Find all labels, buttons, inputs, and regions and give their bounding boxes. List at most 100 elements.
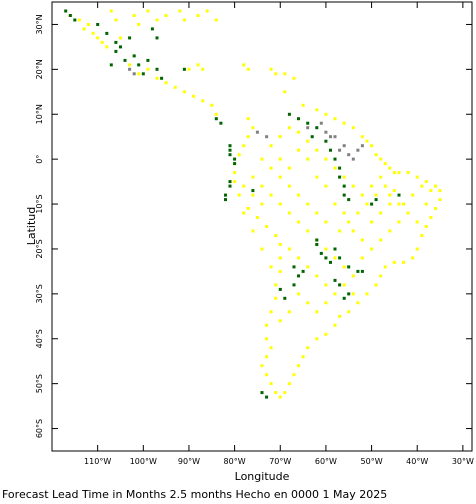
grid-cell-yellow [260,364,264,368]
grid-cell-yellow [297,148,300,152]
grid-cell-yellow [324,247,328,251]
grid-cell-yellow [324,220,328,224]
grid-cell-green [128,36,132,40]
grid-cell-yellow [397,171,401,175]
grid-cell-yellow [379,274,383,278]
grid-cell-green [96,23,100,26]
grid-cell-yellow [397,202,401,206]
grid-cell-yellow [342,283,346,287]
grid-cell-yellow [278,202,282,206]
grid-cell-yellow [214,18,218,22]
y-tick-label: 10°N [35,104,44,124]
grid-cell-yellow [415,220,419,224]
grid-cell-gray [356,148,360,152]
grid-cell-green [360,269,364,273]
grid-cell-green [342,193,346,197]
grid-cell-yellow [324,332,328,336]
y-tick-label: 20°N [35,59,44,79]
plot-frame [51,1,473,452]
grid-cell-yellow [306,229,310,233]
grid-cell-green [68,14,72,17]
grid-cell-green [141,72,145,76]
grid-cell-yellow [438,198,442,202]
grid-cell-yellow [278,175,282,179]
grid-cell-yellow [333,202,337,206]
grid-cell-yellow [315,175,319,179]
grid-cell-green [182,67,186,71]
grid-cell-yellow [324,301,328,305]
grid-cell-yellow [365,139,369,143]
grid-cell-yellow [379,157,383,161]
grid-cell-green [310,135,314,139]
grid-cell-yellow [287,166,291,170]
grid-cell-yellow [342,211,346,215]
grid-cell-yellow [379,238,383,242]
grid-cell-yellow [278,135,282,139]
grid-cell-yellow [260,202,264,206]
grid-cell-yellow [109,9,113,13]
grid-cell-yellow [278,269,282,273]
grid-cell-yellow [388,193,392,197]
grid-cell-yellow [246,135,250,139]
grid-cell-yellow [278,319,282,323]
grid-cell-yellow [383,184,387,188]
grid-cell-green [338,175,342,179]
y-tick-label: 20°S [35,239,44,258]
grid-cell-yellow [392,189,396,193]
y-tick-label: 0° [35,155,44,164]
grid-cell-yellow [155,76,159,80]
grid-cell-yellow [287,211,291,215]
grid-cell-yellow [233,180,237,184]
grid-cell-gray [132,72,136,76]
grid-cell-yellow [356,211,360,215]
grid-cell-yellow [406,211,410,215]
grid-cell-green [333,278,337,282]
grid-cell-yellow [402,202,405,206]
y-tick-label: 50°S [35,374,44,393]
data-marks [64,9,442,399]
grid-cell-yellow [429,189,433,193]
grid-cell-green [228,144,232,148]
grid-cell-green [73,18,77,22]
grid-cell-yellow [315,274,319,278]
grid-cell-yellow [82,27,86,31]
grid-cell-green [342,184,346,188]
grid-cell-green [155,36,159,40]
grid-cell-yellow [269,67,273,71]
grid-cell-green [64,9,68,13]
grid-cell-yellow [424,202,428,206]
grid-cell-yellow [287,184,291,188]
grid-cell-yellow [87,23,90,26]
grid-cell-yellow [278,256,282,260]
grid-cell-green [329,260,332,264]
grid-cell-yellow [119,36,122,40]
grid-cell-yellow [370,184,374,188]
grid-cell-yellow [287,382,291,386]
grid-cell-yellow [306,265,310,269]
grid-cell-green [119,45,122,49]
grid-cell-yellow [397,220,401,224]
axis-ticks: 110°W 100°W 90°W 80°W 70°W 60°W 50°W 40°W 30°W 30… [35,2,474,466]
grid-cell-green [347,292,351,296]
grid-cell-yellow [392,171,396,175]
grid-cell-green [333,247,337,251]
grid-cell-green [109,63,113,67]
grid-cell-yellow [269,193,273,197]
grid-cell-green [292,283,296,287]
grid-cell-yellow [242,211,246,215]
grid-cell-yellow [420,234,424,237]
grid-cell-yellow [333,292,337,296]
grid-cell-green [319,251,323,255]
grid-cell-yellow [265,355,269,359]
grid-cell-green [114,40,118,44]
grid-cell-green [329,148,332,152]
grid-cell-yellow [360,193,364,197]
grid-cell-yellow [269,310,273,314]
grid-cell-yellow [242,63,246,67]
grid-cell-yellow [434,207,437,210]
grid-cell-yellow [265,225,269,228]
grid-cell-yellow [287,126,291,130]
grid-cell-green [265,395,269,399]
grid-cell-yellow [347,220,351,224]
grid-cell-yellow [274,234,278,237]
